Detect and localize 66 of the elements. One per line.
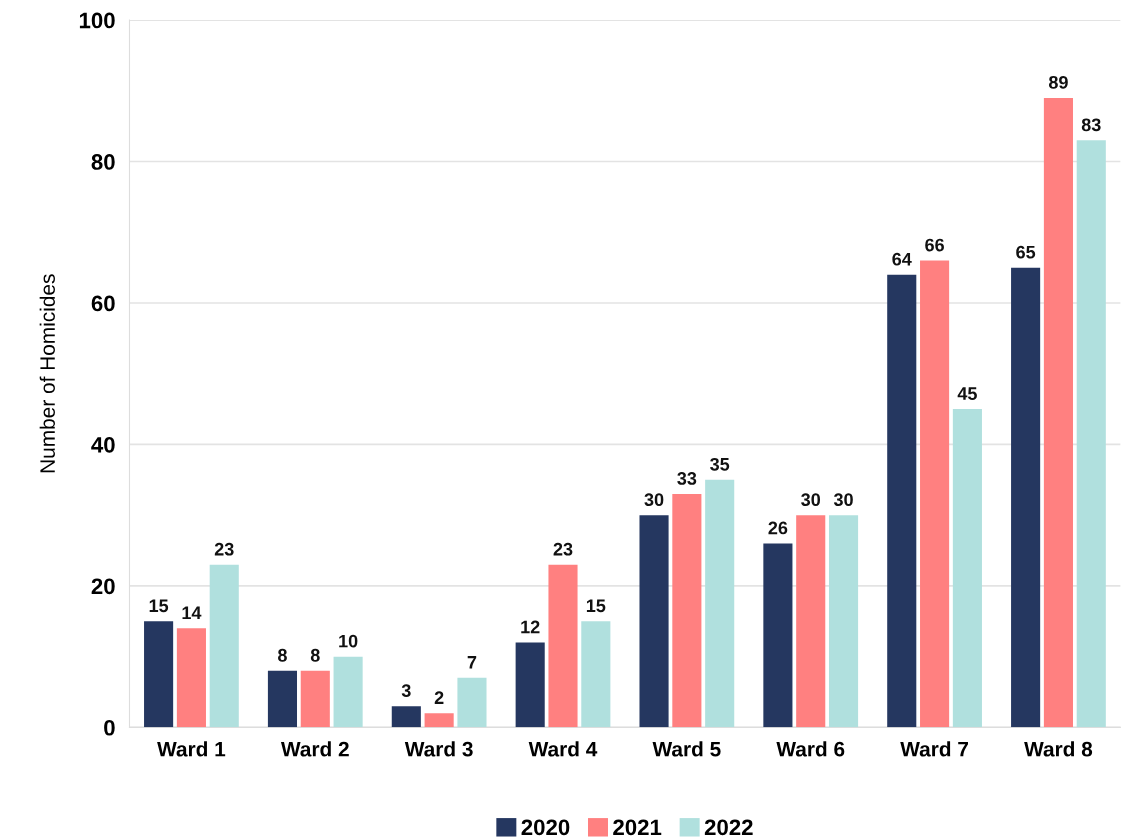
data-label: 14 <box>182 606 202 620</box>
data-label: 10 <box>339 634 358 648</box>
data-label: 83 <box>1081 118 1101 132</box>
legend-label: 2021 <box>613 819 662 836</box>
x-tick-label: Ward 7 <box>900 741 968 757</box>
bar <box>391 706 421 728</box>
y-tick-label: 100 <box>79 12 115 29</box>
data-label: 7 <box>467 656 477 669</box>
legend-label: 2022 <box>704 819 753 836</box>
data-label: 12 <box>521 620 540 634</box>
legend-label: 2020 <box>521 819 570 836</box>
x-tick-label: Ward 6 <box>776 741 845 757</box>
bar <box>267 670 298 728</box>
bar <box>672 493 702 728</box>
bar <box>828 515 859 728</box>
x-tick-label: Ward 3 <box>404 741 473 757</box>
data-label: 15 <box>586 599 606 613</box>
data-label: 45 <box>957 387 977 400</box>
data-label: 89 <box>1048 75 1068 89</box>
y-axis-title: Number of Homicides <box>39 274 55 473</box>
bar <box>763 543 793 728</box>
data-label: 30 <box>644 493 664 507</box>
data-label: 30 <box>833 493 853 507</box>
x-tick-label: Ward 8 <box>1024 741 1093 757</box>
y-tick-label: 60 <box>91 295 115 312</box>
data-label: 2 <box>434 691 444 704</box>
y-tick-label: 80 <box>91 154 115 170</box>
bar <box>639 515 669 728</box>
bar <box>515 642 545 728</box>
data-label: 23 <box>553 542 573 556</box>
bar <box>705 479 735 728</box>
data-label: 66 <box>925 238 944 252</box>
bar <box>300 670 330 728</box>
x-tick-label: Ward 5 <box>652 741 721 757</box>
y-tick-label: 40 <box>91 436 115 453</box>
bar <box>796 515 826 728</box>
bar <box>144 621 174 728</box>
bar <box>1011 267 1041 728</box>
bar <box>333 656 363 728</box>
data-label: 33 <box>677 472 697 485</box>
data-label: 8 <box>278 648 287 662</box>
data-label: 3 <box>401 684 411 698</box>
bar <box>887 274 917 728</box>
bar <box>1043 97 1073 728</box>
y-tick-label: 20 <box>91 578 115 595</box>
data-label: 65 <box>1016 245 1036 259</box>
bar <box>424 713 454 728</box>
bar <box>952 409 982 728</box>
data-label: 26 <box>768 521 788 535</box>
data-label: 35 <box>710 457 730 471</box>
x-tick-label: Ward 1 <box>157 741 226 757</box>
bar <box>920 260 950 728</box>
data-label: 64 <box>892 252 912 266</box>
data-label: 8 <box>310 648 320 662</box>
y-tick-label: 0 <box>104 719 115 736</box>
bar <box>176 628 206 728</box>
bar <box>1076 140 1106 728</box>
bar <box>548 564 578 728</box>
bar <box>581 621 611 728</box>
x-tick-label: Ward 2 <box>280 741 349 757</box>
bar <box>209 564 239 728</box>
bar <box>457 677 487 728</box>
data-label: 23 <box>214 542 234 556</box>
data-label: 15 <box>149 599 169 613</box>
data-label: 30 <box>801 493 821 507</box>
x-tick-label: Ward 4 <box>528 741 598 757</box>
